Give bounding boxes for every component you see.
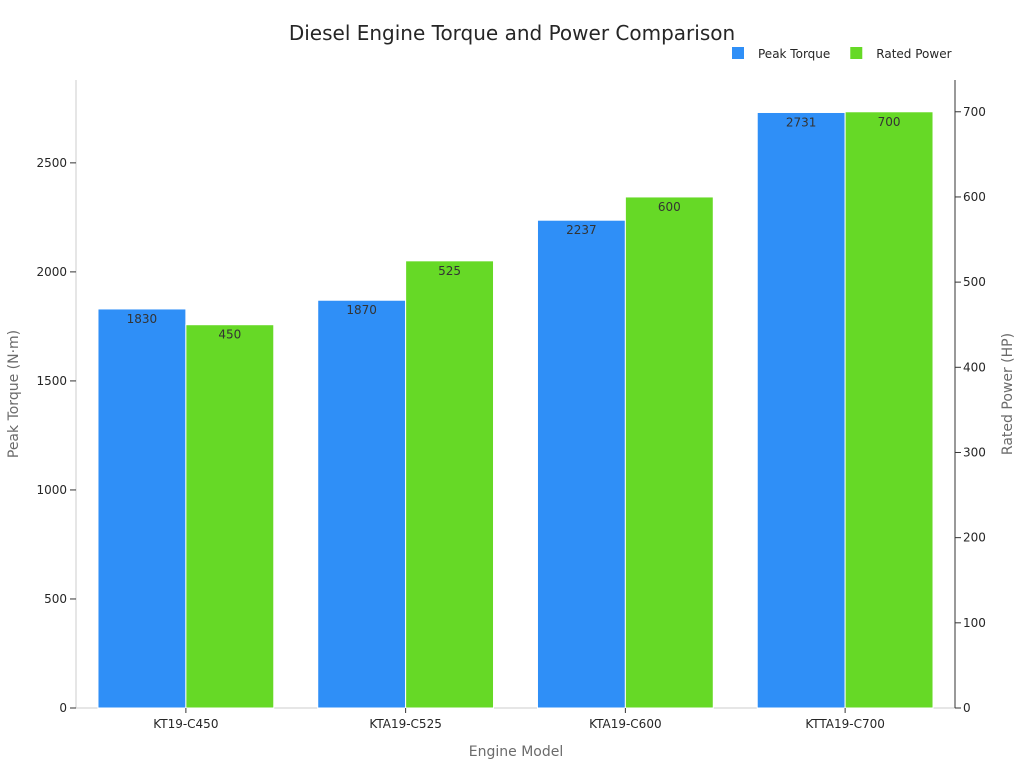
bars: 1830 450 1870 525 2237 600 2731 700 xyxy=(97,111,934,709)
y2-tick-label: 200 xyxy=(963,531,986,545)
torque-bar xyxy=(756,111,846,709)
y-axis-title: Peak Torque (N·m) xyxy=(6,330,22,458)
y2-tick-label: 400 xyxy=(963,360,986,374)
legend-label-power: Rated Power xyxy=(876,47,951,61)
torque-value-label: 1870 xyxy=(346,303,377,317)
y2-tick-label: 700 xyxy=(963,105,986,119)
x-tick-label: KT19-C450 xyxy=(153,717,218,731)
y-tick-label: 500 xyxy=(44,592,67,606)
torque-value-label: 1830 xyxy=(127,312,158,326)
power-value-label: 700 xyxy=(878,115,901,129)
legend-label-torque: Peak Torque xyxy=(758,47,830,61)
right-y-ticks: 0 100 200 300 400 500 600 700 xyxy=(955,105,986,715)
legend-swatch-torque xyxy=(732,47,744,59)
y2-tick-label: 300 xyxy=(963,445,986,459)
y-tick-label: 1000 xyxy=(36,483,67,497)
x-axis-title: Engine Model xyxy=(469,744,563,760)
y2-tick-label: 100 xyxy=(963,616,986,630)
power-bar xyxy=(844,111,934,709)
y2-tick-label: 600 xyxy=(963,190,986,204)
x-ticks: KT19-C450 KTA19-C525 KTA19-C600 KTTA19-C700 xyxy=(153,708,885,731)
torque-bar xyxy=(97,308,187,709)
y-tick-label: 2500 xyxy=(36,156,67,170)
x-tick-label: KTA19-C525 xyxy=(369,717,441,731)
power-bar xyxy=(624,196,714,709)
y2-tick-label: 0 xyxy=(963,701,971,715)
x-tick-label: KTA19-C600 xyxy=(589,717,661,731)
chart-title: Diesel Engine Torque and Power Compariso… xyxy=(289,21,735,45)
y2-axis-title: Rated Power (HP) xyxy=(1000,333,1016,455)
legend: Peak Torque Rated Power xyxy=(732,47,952,61)
x-tick-label: KTTA19-C700 xyxy=(805,717,885,731)
power-bar xyxy=(185,324,275,709)
power-value-label: 525 xyxy=(438,264,461,278)
torque-bar xyxy=(536,219,626,709)
torque-bar xyxy=(317,299,407,709)
y2-tick-label: 500 xyxy=(963,275,986,289)
power-bar xyxy=(405,260,495,709)
power-value-label: 600 xyxy=(658,200,681,214)
torque-value-label: 2731 xyxy=(786,115,817,129)
power-value-label: 450 xyxy=(218,328,241,342)
y-tick-label: 1500 xyxy=(36,374,67,388)
y-tick-label: 2000 xyxy=(36,265,67,279)
torque-value-label: 2237 xyxy=(566,223,597,237)
left-y-ticks: 0 500 1000 1500 2000 2500 xyxy=(36,156,76,715)
legend-swatch-power xyxy=(850,47,863,59)
y-tick-label: 0 xyxy=(59,701,67,715)
